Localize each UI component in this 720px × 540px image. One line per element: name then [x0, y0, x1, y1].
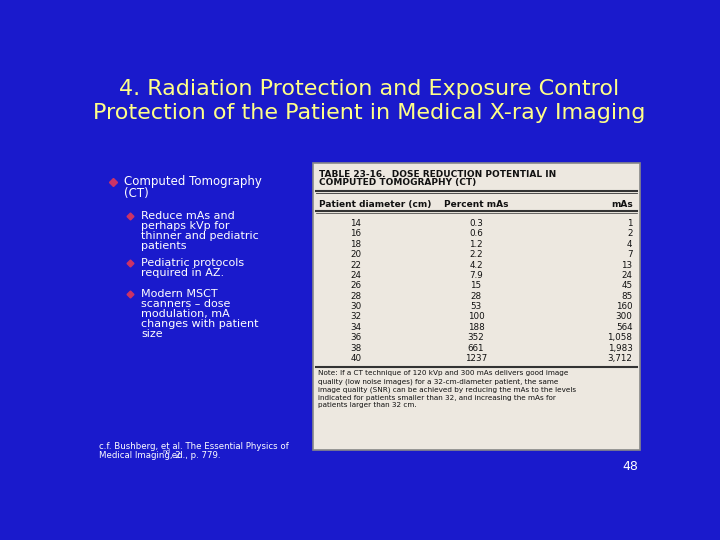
Text: Modern MSCT: Modern MSCT [141, 289, 217, 299]
Text: required in AZ.: required in AZ. [141, 268, 224, 279]
Text: 564: 564 [616, 323, 632, 332]
Text: 7.9: 7.9 [469, 271, 483, 280]
Text: Pediatric protocols: Pediatric protocols [141, 259, 244, 268]
Text: 0.3: 0.3 [469, 219, 483, 228]
Text: size: size [141, 329, 163, 339]
Text: TABLE 23-16.  DOSE REDUCTION POTENTIAL IN: TABLE 23-16. DOSE REDUCTION POTENTIAL IN [320, 170, 557, 179]
Text: 661: 661 [468, 343, 484, 353]
Text: (CT): (CT) [124, 187, 149, 200]
Text: 1237: 1237 [465, 354, 487, 363]
Text: 13: 13 [621, 260, 632, 269]
Text: Percent mAs: Percent mAs [444, 200, 508, 208]
Text: 20: 20 [350, 250, 361, 259]
Text: 160: 160 [616, 302, 632, 311]
Text: c.f. Bushberg, et al. The Essential Physics of: c.f. Bushberg, et al. The Essential Phys… [99, 442, 289, 451]
Text: 300: 300 [616, 313, 632, 321]
Text: 53: 53 [470, 302, 482, 311]
Text: 22: 22 [351, 260, 361, 269]
Text: ed., p. 779.: ed., p. 779. [169, 450, 220, 460]
Text: 1,983: 1,983 [608, 343, 632, 353]
Text: Medical Imaging, 2: Medical Imaging, 2 [99, 450, 181, 460]
Text: 15: 15 [470, 281, 482, 291]
Text: 30: 30 [350, 302, 361, 311]
Text: 188: 188 [467, 323, 485, 332]
Text: changes with patient: changes with patient [141, 319, 258, 329]
Text: 14: 14 [351, 219, 361, 228]
Text: nd: nd [163, 449, 171, 454]
Text: 1,058: 1,058 [608, 333, 632, 342]
Text: Protection of the Patient in Medical X-ray Imaging: Protection of the Patient in Medical X-r… [93, 103, 645, 123]
Text: 4.2: 4.2 [469, 260, 483, 269]
FancyBboxPatch shape [313, 164, 640, 450]
Text: 18: 18 [350, 240, 361, 249]
Text: scanners – dose: scanners – dose [141, 299, 230, 309]
Text: 2.2: 2.2 [469, 250, 483, 259]
Text: 4. Radiation Protection and Exposure Control: 4. Radiation Protection and Exposure Con… [119, 79, 619, 99]
Text: Note: If a CT technique of 120 kVp and 300 mAs delivers good image
quality (low : Note: If a CT technique of 120 kVp and 3… [318, 370, 576, 408]
Text: 100: 100 [467, 313, 485, 321]
Text: patients: patients [141, 241, 186, 251]
Text: Computed Tomography: Computed Tomography [124, 176, 262, 188]
Text: mAs: mAs [611, 200, 632, 208]
Text: 0.6: 0.6 [469, 230, 483, 238]
Text: 7: 7 [627, 250, 632, 259]
Text: 45: 45 [621, 281, 632, 291]
Text: thinner and pediatric: thinner and pediatric [141, 231, 259, 241]
Text: 36: 36 [350, 333, 361, 342]
Text: 85: 85 [621, 292, 632, 301]
Text: Reduce mAs and: Reduce mAs and [141, 211, 235, 221]
Text: COMPUTED TOMOGRAPHY (CT): COMPUTED TOMOGRAPHY (CT) [320, 178, 477, 187]
Text: Patient diameter (cm): Patient diameter (cm) [320, 200, 432, 208]
Text: 16: 16 [351, 230, 361, 238]
Text: 40: 40 [350, 354, 361, 363]
Text: 4: 4 [627, 240, 632, 249]
Text: 48: 48 [623, 460, 639, 473]
Text: 3,712: 3,712 [608, 354, 632, 363]
Text: 26: 26 [351, 281, 361, 291]
Text: 24: 24 [351, 271, 361, 280]
Text: modulation, mA: modulation, mA [141, 309, 230, 319]
Text: 24: 24 [621, 271, 632, 280]
Text: 352: 352 [467, 333, 485, 342]
Text: 28: 28 [350, 292, 361, 301]
Text: 34: 34 [350, 323, 361, 332]
Text: 32: 32 [350, 313, 361, 321]
Text: 1.2: 1.2 [469, 240, 483, 249]
Text: 28: 28 [470, 292, 482, 301]
Text: 1: 1 [627, 219, 632, 228]
Text: 38: 38 [350, 343, 361, 353]
Text: perhaps kVp for: perhaps kVp for [141, 221, 230, 231]
Text: 2: 2 [627, 230, 632, 238]
